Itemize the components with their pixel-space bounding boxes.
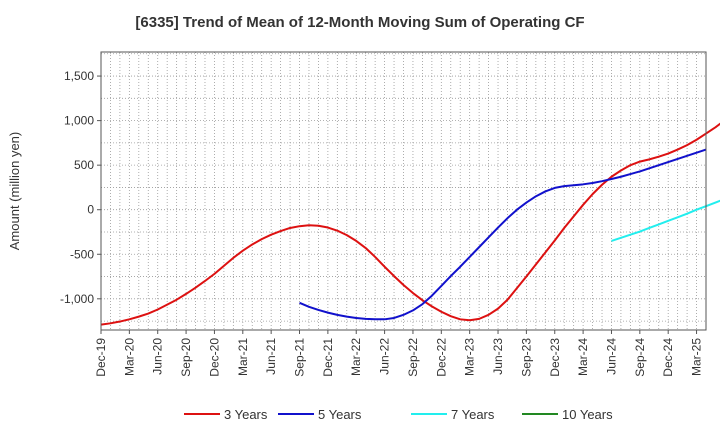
x-tick-label: Mar-25 [690, 338, 704, 376]
grid-lines [101, 52, 706, 330]
x-tick-label: Dec-23 [548, 338, 562, 377]
series-line-3-years [100, 122, 720, 326]
x-tick-label: Dec-19 [94, 338, 108, 377]
x-tick-label: Mar-21 [236, 338, 250, 376]
x-tick-label: Mar-20 [122, 338, 136, 376]
x-tick-label: Sep-20 [179, 338, 193, 377]
x-tick-label: Mar-24 [576, 338, 590, 376]
legend-label-5-years: 5 Years [318, 407, 362, 422]
x-tick-label: Jun-23 [491, 338, 505, 375]
x-tick-label: Jun-20 [151, 338, 165, 375]
x-tick-label: Dec-22 [434, 338, 448, 377]
series-line-7-years [611, 199, 720, 242]
y-tick-label: 500 [74, 158, 94, 172]
x-tick-label: Mar-22 [349, 338, 363, 376]
plot-area [100, 51, 707, 331]
x-tick-label: Sep-24 [633, 338, 647, 377]
y-tick-label: -1,000 [60, 292, 94, 306]
legend-label-3-years: 3 Years [224, 407, 268, 422]
y-tick-label: 1,000 [64, 114, 94, 128]
x-tick-label: Dec-21 [321, 338, 335, 377]
x-tick-label: Jun-24 [604, 338, 618, 375]
legend: 3 Years 5 Years 7 Years 10 Years [184, 407, 613, 422]
x-tick-label: Jun-22 [378, 338, 392, 375]
series-lines [100, 122, 720, 326]
series-line-5-years [299, 148, 707, 321]
x-tick-label: Sep-23 [519, 338, 533, 377]
y-tick-label: 0 [87, 203, 94, 217]
x-axis-ticks: Dec-19 Mar-20 Jun-20 Sep-20 Dec-20 Mar-21 Jun-… [94, 330, 704, 377]
x-tick-label: Sep-21 [293, 338, 307, 377]
y-axis-label: Amount (million yen) [7, 132, 22, 251]
x-tick-label: Jun-21 [264, 338, 278, 375]
chart-title: [6335] Trend of Mean of 12-Month Moving … [135, 14, 584, 31]
x-tick-label: Dec-20 [207, 338, 221, 377]
legend-label-7-years: 7 Years [451, 407, 495, 422]
y-axis-ticks: 1,500 1,000 500 0 -500 -1,000 [60, 69, 101, 306]
x-tick-label: Dec-24 [661, 338, 675, 377]
x-tick-label: Sep-22 [406, 338, 420, 377]
legend-label-10-years: 10 Years [562, 407, 613, 422]
x-tick-label: Mar-23 [463, 338, 477, 376]
y-tick-label: 1,500 [64, 69, 94, 83]
y-tick-label: -500 [70, 247, 94, 261]
